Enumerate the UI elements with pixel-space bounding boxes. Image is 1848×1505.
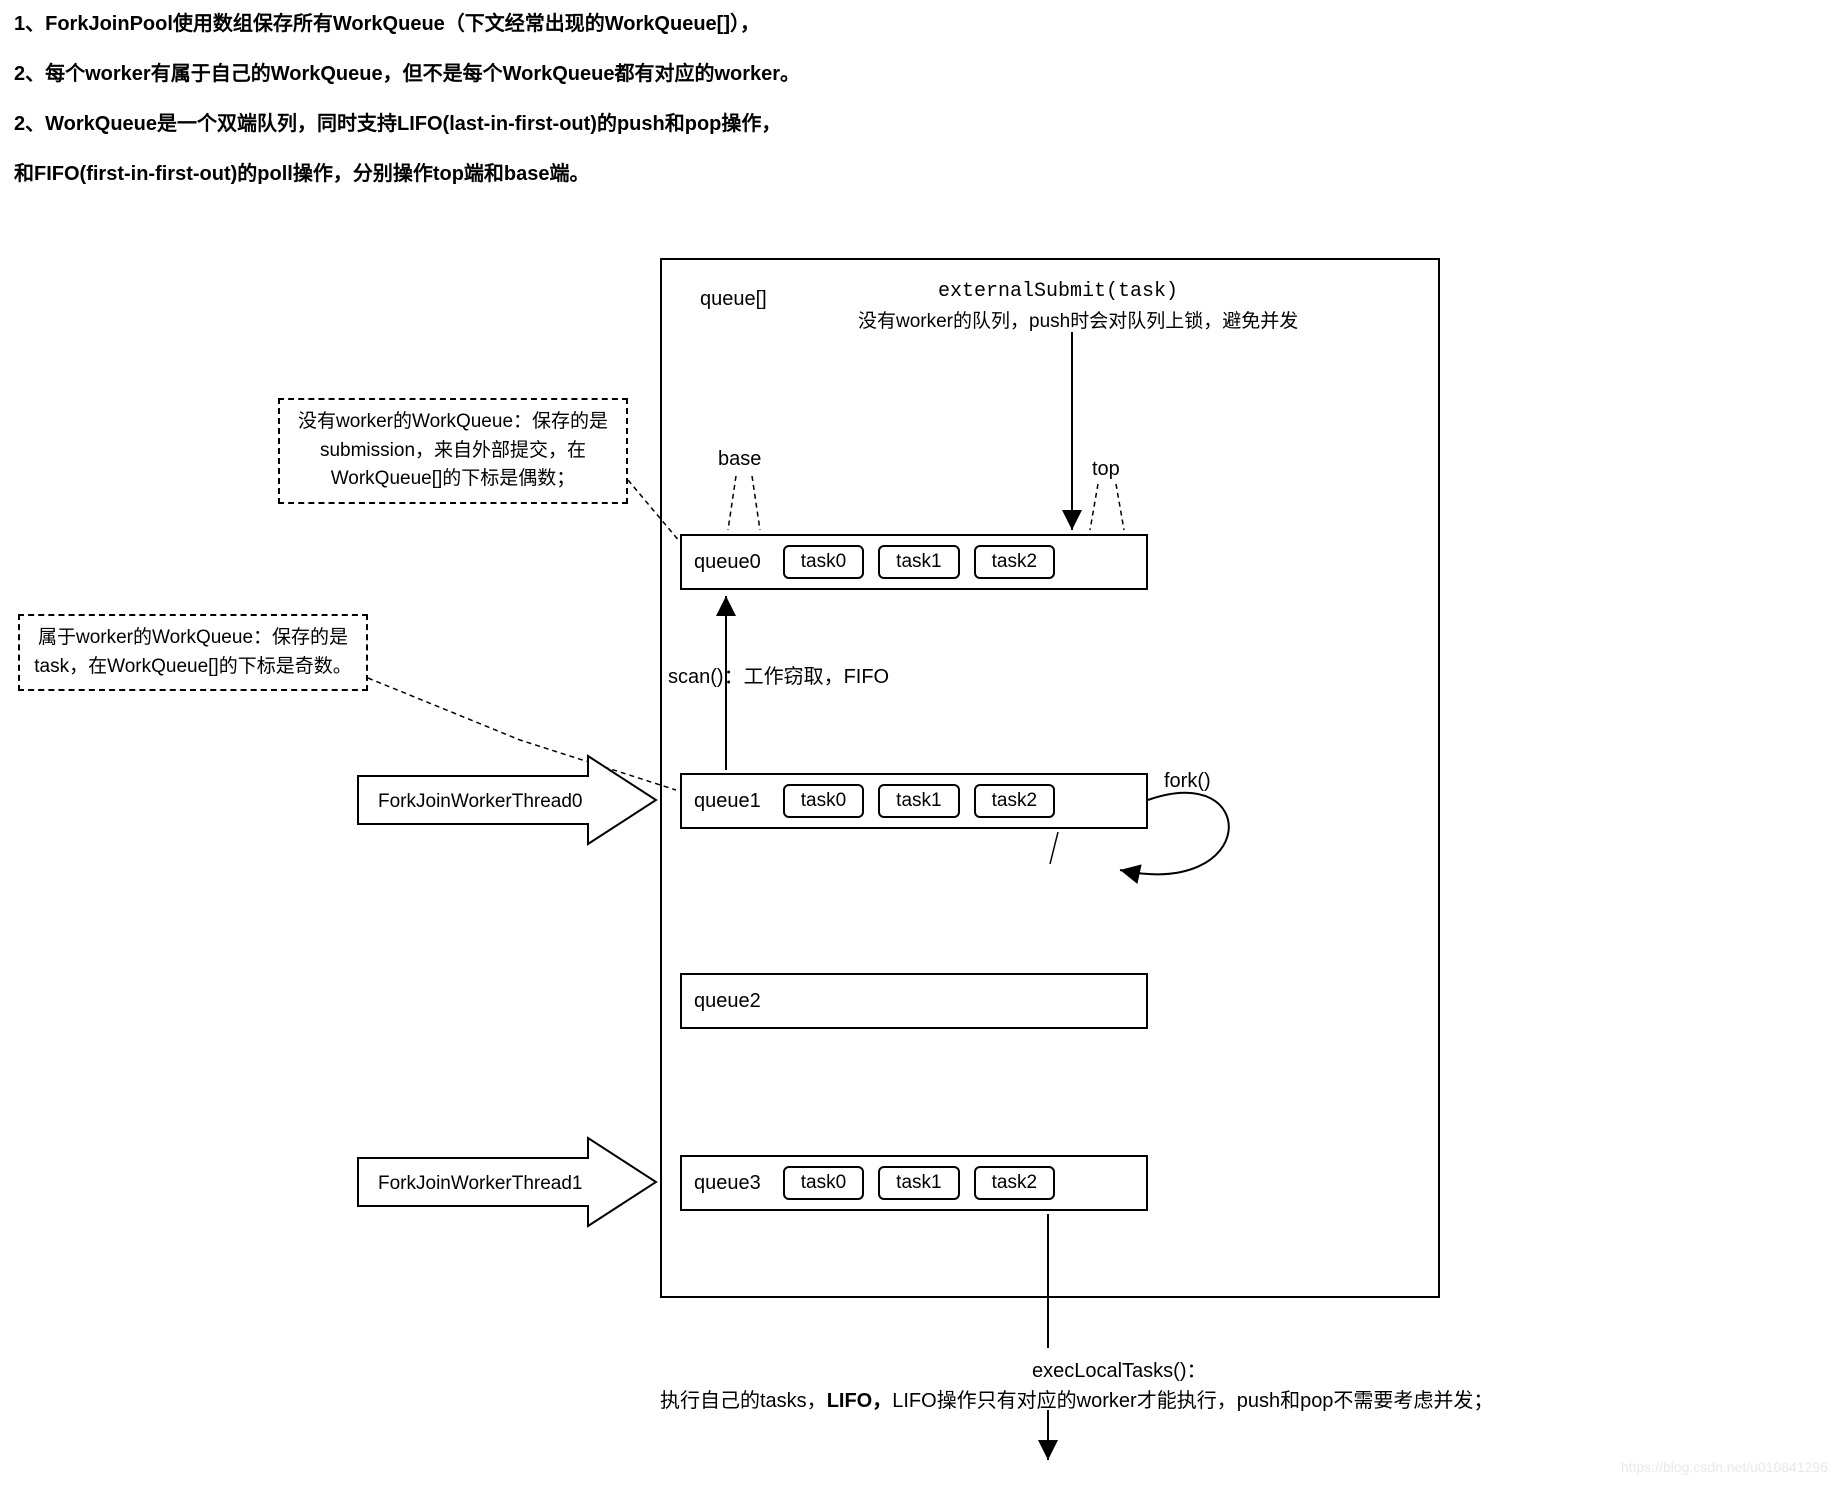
intro-line-4: 和FIFO(first-in-first-out)的poll操作，分别操作top… [14, 160, 590, 188]
queue1-label: queue1 [694, 790, 761, 813]
thread0-label: ForkJoinWorkerThread0 [378, 791, 583, 812]
queue0-row: queue0 task0 task1 task2 [680, 534, 1148, 590]
queue0-task2: task2 [974, 545, 1055, 579]
scan-label: scan()：工作窃取，FIFO [668, 660, 889, 689]
intro-line-2: 2、每个worker有属于自己的WorkQueue，但不是每个WorkQueue… [14, 60, 800, 88]
external-submit-label: externalSubmit(task) [938, 280, 1178, 303]
queue3-row: queue3 task0 task1 task2 [680, 1155, 1148, 1211]
note-no-worker-text: 没有worker的WorkQueue：保存的是submission，来自外部提交… [298, 411, 608, 489]
watermark: https://blog.csdn.net/u010841296 [1621, 1459, 1828, 1475]
thread1-arrow: ForkJoinWorkerThread1 [358, 1138, 656, 1226]
queue1-row: queue1 task0 task1 task2 [680, 773, 1148, 829]
exec-local-note: 执行自己的tasks，LIFO，LIFO操作只有对应的worker才能执行，pu… [660, 1384, 1493, 1413]
queue2-row: queue2 [680, 973, 1148, 1029]
queue2-label: queue2 [694, 990, 761, 1013]
queue3-task2: task2 [974, 1166, 1055, 1200]
queue1-task1: task1 [878, 784, 959, 818]
exec-local-note-bold: LIFO， [827, 1390, 893, 1412]
fork-label: fork() [1164, 770, 1211, 793]
queue3-task0: task0 [783, 1166, 864, 1200]
queue1-task0: task0 [783, 784, 864, 818]
queue0-task0: task0 [783, 545, 864, 579]
external-submit-note: 没有worker的队列，push时会对队列上锁，避免并发 [858, 306, 1298, 333]
queue3-label: queue3 [694, 1172, 761, 1195]
queue-array-label: queue[] [700, 288, 767, 311]
base-label: base [718, 448, 761, 471]
exec-local-note-b: LIFO操作只有对应的worker才能执行，push和pop不需要考虑并发； [892, 1390, 1493, 1412]
queue1-task2: task2 [974, 784, 1055, 818]
queue3-task1: task1 [878, 1166, 959, 1200]
top-label: top [1092, 458, 1120, 481]
intro-line-1: 1、ForkJoinPool使用数组保存所有WorkQueue（下文经常出现的W… [14, 10, 760, 38]
queue0-label: queue0 [694, 551, 761, 574]
connector-worker [368, 678, 676, 790]
thread0-arrow: ForkJoinWorkerThread0 [358, 756, 656, 844]
queue0-task1: task1 [878, 545, 959, 579]
intro-line-3: 2、WorkQueue是一个双端队列，同时支持LIFO(last-in-firs… [14, 110, 781, 138]
exec-local-label: execLocalTasks()： [1032, 1354, 1207, 1383]
thread1-label: ForkJoinWorkerThread1 [378, 1173, 583, 1194]
note-no-worker-queue: 没有worker的WorkQueue：保存的是submission，来自外部提交… [278, 398, 628, 504]
exec-local-note-a: 执行自己的tasks， [660, 1390, 827, 1412]
note-worker-queue: 属于worker的WorkQueue：保存的是task，在WorkQueue[]… [18, 614, 368, 691]
note-worker-text: 属于worker的WorkQueue：保存的是task，在WorkQueue[]… [34, 627, 351, 677]
